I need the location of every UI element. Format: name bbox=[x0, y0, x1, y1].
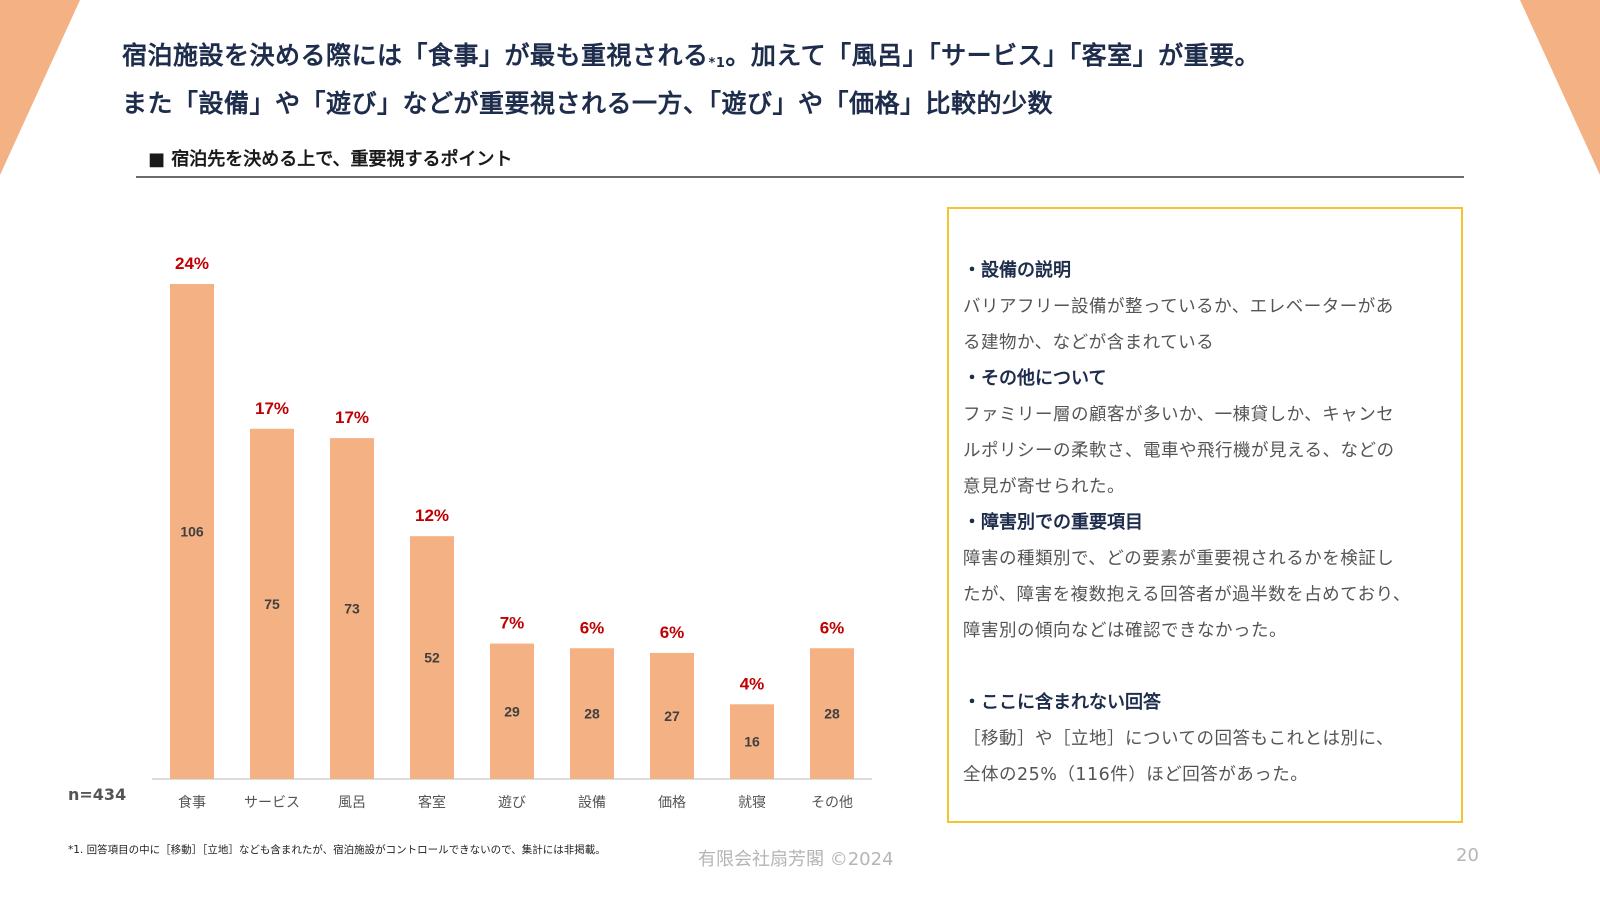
note-text-line: 意見が寄せられた。 bbox=[963, 477, 1125, 497]
bar-percent-label: 6% bbox=[660, 623, 685, 642]
headline-line-1-main: 宿泊施設を決める際には「食事」が最も重視される bbox=[122, 41, 709, 70]
category-tick-label: 食事 bbox=[178, 794, 206, 811]
note-text-line: ルポリシーの柔軟さ、電車や飛行機が見える、などの bbox=[963, 441, 1395, 461]
note-text-line: バリアフリー設備が整っているか、エレベーターがあ bbox=[963, 297, 1394, 317]
bar-percent-label: 4% bbox=[740, 674, 765, 693]
bar bbox=[570, 648, 614, 779]
bar-percent-label: 7% bbox=[500, 614, 525, 633]
note-text-line: 障害の種類別で、どの要素が重要視されるかを検証し bbox=[963, 549, 1395, 569]
note-heading: ・ここに含まれない回答 bbox=[963, 692, 1161, 713]
note-text-line: 全体の25%（116件）ほど回答があった。 bbox=[963, 765, 1309, 785]
note-text-line: たが、障害を複数抱える回答者が過半数を占めており、 bbox=[963, 585, 1411, 605]
footnote-marker: *1 bbox=[708, 56, 726, 71]
sample-size-label: n=434 bbox=[68, 785, 127, 804]
category-tick-label: 価格 bbox=[658, 795, 686, 811]
right-corner-decoration bbox=[1520, 0, 1600, 175]
note-text-line: ファミリー層の顧客が多いか、一棟貸しか、キャンセ bbox=[963, 405, 1395, 425]
note-text-line: ［移動］や［立地］についての回答もこれとは別に、 bbox=[963, 729, 1394, 749]
note-heading: ・設備の説明 bbox=[963, 260, 1071, 281]
category-tick-label: 風呂 bbox=[338, 795, 366, 811]
bar bbox=[410, 536, 454, 779]
bar-percent-label: 17% bbox=[335, 408, 369, 427]
category-tick-label: サービス bbox=[244, 795, 300, 811]
bar-value-label: 16 bbox=[744, 734, 760, 750]
bar-value-label: 28 bbox=[584, 706, 600, 722]
note-text-line: 障害別の傾向などは確認できなかった。 bbox=[963, 621, 1287, 641]
category-tick-label: 客室 bbox=[418, 794, 446, 811]
bar bbox=[730, 704, 774, 779]
bar bbox=[330, 438, 374, 779]
headline-line-1: 宿泊施設を決める際には「食事」が最も重視される*1。加えて「風呂」「サービス」「… bbox=[122, 36, 1260, 72]
notes-spacer bbox=[963, 649, 1447, 685]
page-number: 20 bbox=[1456, 845, 1479, 866]
bar-value-label: 28 bbox=[824, 706, 840, 722]
bar-value-label: 27 bbox=[664, 708, 680, 724]
headline-line-1-rest: 。加えて「風呂」「サービス」「客室」が重要。 bbox=[725, 41, 1261, 70]
category-tick-label: 遊び bbox=[498, 795, 526, 811]
note-text-line: る建物か、などが含まれている bbox=[963, 333, 1215, 353]
bar bbox=[170, 284, 214, 779]
notes-box: ・設備の説明バリアフリー設備が整っているか、エレベーターがあ る建物か、などが含ま… bbox=[947, 207, 1463, 823]
footnote: *1. 回答項目の中に［移動］［立地］なども含まれたが、宿泊施設がコントロールで… bbox=[68, 844, 606, 856]
bar-percent-label: 17% bbox=[255, 399, 289, 418]
copyright: 有限会社扇芳閣 ©2024 bbox=[698, 849, 894, 870]
left-corner-decoration bbox=[0, 0, 80, 175]
category-tick-label: 就寝 bbox=[738, 794, 766, 811]
chart-subtitle: ■ 宿泊先を決める上で、重要視するポイント bbox=[148, 149, 513, 170]
bar-percent-label: 24% bbox=[175, 254, 209, 273]
bar-percent-label: 6% bbox=[820, 618, 845, 637]
subtitle-divider bbox=[136, 176, 1464, 178]
bar-percent-label: 6% bbox=[580, 618, 605, 637]
bar-chart: 106 24% 食事 75 17% サービス 73 17% 風呂 52 12% 客室 29 7% 遊び 28 6… bbox=[152, 254, 872, 811]
category-tick-label: 設備 bbox=[578, 795, 606, 811]
bar-value-label: 73 bbox=[344, 601, 360, 617]
note-heading: ・その他について bbox=[963, 368, 1107, 389]
bar bbox=[810, 648, 854, 779]
bar-value-label: 106 bbox=[180, 524, 204, 540]
headline-line-2: また「設備」や「遊び」などが重要視される一方、「遊び」や「価格」比較的少数 bbox=[122, 89, 1054, 118]
bar-percent-label: 12% bbox=[415, 506, 449, 525]
bar-value-label: 52 bbox=[424, 650, 440, 666]
bar bbox=[650, 652, 694, 779]
category-tick-label: その他 bbox=[811, 795, 853, 811]
bar-value-label: 75 bbox=[264, 596, 280, 612]
bar bbox=[250, 428, 294, 779]
bar-value-label: 29 bbox=[504, 703, 520, 719]
note-heading: ・障害別での重要項目 bbox=[963, 512, 1143, 533]
bar bbox=[490, 643, 534, 779]
